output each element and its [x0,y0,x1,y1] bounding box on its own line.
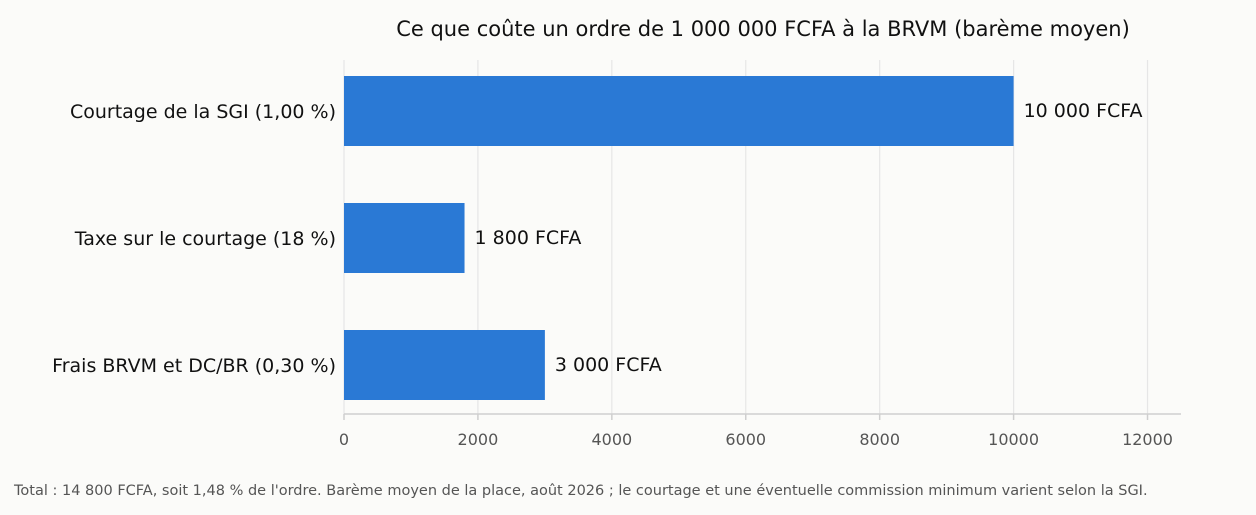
bar [344,330,545,400]
x-tick-label: 6000 [725,430,766,449]
chart-title: Ce que coûte un ordre de 1 000 000 FCFA … [396,17,1130,41]
x-tick-label: 10000 [988,430,1039,449]
data-label: 10 000 FCFA [1024,100,1143,122]
bar [344,76,1014,146]
category-label: Frais BRVM et DC/BR (0,30 %) [52,355,336,377]
category-label: Courtage de la SGI (1,00 %) [70,101,336,123]
category-label: Taxe sur le courtage (18 %) [74,228,336,250]
bar [344,203,465,273]
x-tick-label: 0 [339,430,349,449]
x-axis-ticks: 0 2000 4000 6000 8000 10000 12000 [339,414,1173,449]
x-tick-label: 2000 [458,430,499,449]
x-tick-label: 8000 [859,430,900,449]
data-label: 3 000 FCFA [555,354,662,376]
x-tick-label: 4000 [591,430,632,449]
bars: Courtage de la SGI (1,00 %) 10 000 FCFA Ta… [52,76,1143,400]
x-tick-label: 12000 [1122,430,1173,449]
chart-footnote: Total : 14 800 FCFA, soit 1,48 % de l'or… [14,483,1148,499]
data-label: 1 800 FCFA [475,227,582,249]
